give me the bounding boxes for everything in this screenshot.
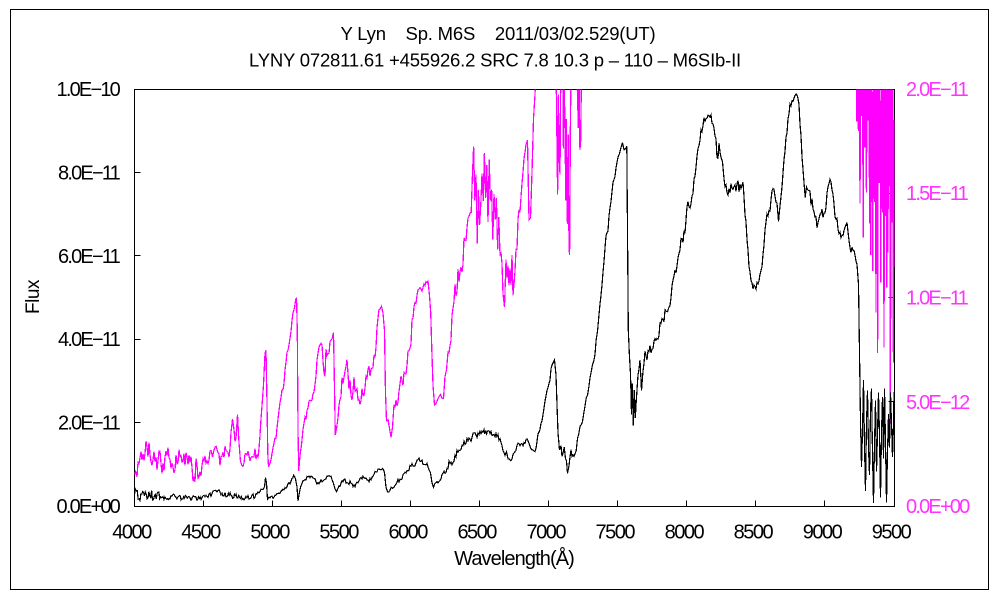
svg-text:Flux: Flux: [23, 279, 44, 314]
svg-text:1.0E−11: 1.0E−11: [906, 288, 969, 310]
svg-text:1.0E−10: 1.0E−10: [57, 79, 121, 101]
svg-text:7000: 7000: [527, 522, 567, 544]
svg-text:8000: 8000: [665, 522, 705, 544]
svg-text:4500: 4500: [181, 522, 221, 544]
svg-text:6000: 6000: [388, 522, 428, 544]
svg-text:5000: 5000: [250, 522, 290, 544]
svg-text:2.0E−11: 2.0E−11: [58, 413, 121, 435]
svg-text:0.0E+00: 0.0E+00: [906, 496, 970, 518]
svg-text:9500: 9500: [872, 522, 912, 544]
svg-text:8500: 8500: [734, 522, 774, 544]
svg-text:Y Lyn Sp. M6S 2011/03/02: Y Lyn Sp. M6S 2011/03/02.529(UT): [341, 23, 656, 44]
svg-text:Wavelength(Å): Wavelength(Å): [454, 547, 574, 570]
svg-text:8.0E−11: 8.0E−11: [58, 162, 121, 184]
svg-text:2.0E−11: 2.0E−11: [906, 79, 969, 101]
svg-text:4.0E−11: 4.0E−11: [58, 329, 121, 351]
svg-text:5500: 5500: [319, 522, 359, 544]
svg-text:6.0E−11: 6.0E−11: [58, 246, 121, 268]
svg-text:6500: 6500: [457, 522, 497, 544]
svg-text:4000: 4000: [112, 522, 152, 544]
svg-text:1.5E−11: 1.5E−11: [906, 183, 969, 205]
svg-text:LYNY 072811.61 +455926.2 SRC 7: LYNY 072811.61 +455926.2 SRC 7.8 10.3 p …: [249, 50, 741, 71]
svg-text:7500: 7500: [596, 522, 636, 544]
svg-text:5.0E−12: 5.0E−12: [906, 392, 970, 414]
svg-text:0.0E+00: 0.0E+00: [57, 496, 121, 518]
svg-text:9000: 9000: [803, 522, 843, 544]
